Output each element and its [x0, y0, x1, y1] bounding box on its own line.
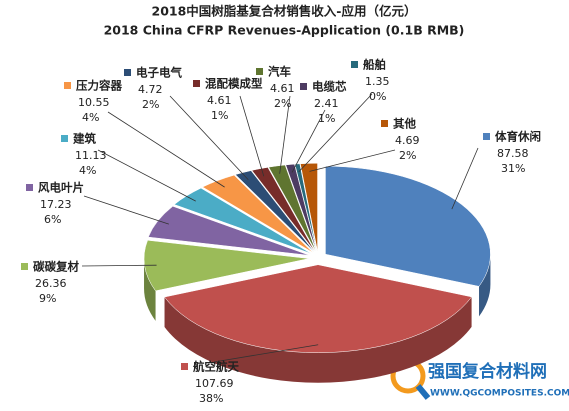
slice-percent: 6%: [44, 213, 61, 226]
watermark: 强国复合材料网 WWW.QGCOMPOSITES.COM: [390, 358, 569, 400]
slice: [147, 205, 310, 256]
leader-line: [309, 149, 396, 172]
slice: [234, 170, 315, 253]
slice: [294, 163, 318, 252]
slice-percent: 1%: [211, 109, 228, 122]
slice-side: [144, 258, 156, 321]
legend-marker: [381, 120, 388, 127]
slice: [173, 187, 312, 254]
slice: [202, 174, 313, 253]
slice-value: 4.69: [395, 134, 420, 147]
slice-name: 电缆芯: [312, 80, 347, 94]
leader-line: [169, 95, 249, 180]
slice-value: 10.55: [78, 96, 110, 109]
slice-value: 4.61: [207, 94, 232, 107]
slice-value: 4.72: [138, 83, 163, 96]
slice-value: 11.13: [75, 149, 107, 162]
watermark-url: WWW.QGCOMPOSITES.COM: [430, 389, 569, 399]
slice-percent: 4%: [79, 164, 96, 177]
slice: [268, 164, 317, 252]
watermark-name: 强国复合材料网: [428, 361, 547, 382]
slice-percent: 31%: [501, 162, 525, 175]
slice-name: 航空航天: [193, 360, 239, 374]
legend-marker: [124, 69, 131, 76]
legend-marker: [193, 80, 200, 87]
chart-subtitle: 2018 China CFRP Revenues-Application (0.…: [104, 23, 465, 38]
slice-percent: 4%: [82, 111, 99, 124]
leader-line: [213, 344, 319, 363]
leader-line: [279, 95, 291, 174]
slice-name: 压力容器: [76, 79, 122, 93]
leader-line: [451, 147, 479, 210]
slice-value: 26.36: [35, 277, 67, 290]
slice-value: 107.69: [195, 377, 234, 390]
pie: [143, 163, 491, 383]
leader-line: [298, 93, 373, 173]
slice-side: [479, 254, 491, 317]
slice-percent: 2%: [399, 149, 416, 162]
slice-value: 2.41: [314, 97, 339, 110]
leader-line: [239, 95, 265, 177]
chart-title: 2018中国树脂基复合材销售收入-应用（亿元）: [152, 4, 417, 19]
leader-line: [107, 111, 225, 188]
legend-marker: [300, 83, 307, 90]
slice-value: 87.58: [497, 147, 529, 160]
legend-marker: [181, 363, 188, 370]
legend-marker: [256, 68, 263, 75]
legend-marker: [61, 135, 68, 142]
legend-marker: [64, 82, 71, 89]
slice-percent: 9%: [39, 292, 56, 305]
legend-marker: [21, 263, 28, 270]
leader-line: [97, 149, 196, 202]
slice-percent: 1%: [318, 112, 335, 125]
slice-name: 体育休闲: [495, 130, 541, 144]
slice: [300, 163, 318, 252]
slice-name: 船舶: [363, 58, 386, 72]
slice-percent: 2%: [142, 98, 159, 111]
leader-line: [291, 109, 326, 173]
slice-name: 风电叶片: [38, 181, 84, 195]
slice: [251, 167, 316, 252]
slice-name: 汽车: [268, 65, 291, 79]
slice: [285, 163, 317, 252]
slice-name: 建筑: [73, 132, 96, 146]
legend-marker: [351, 61, 358, 68]
slice: [325, 165, 491, 287]
slice-name: 其他: [393, 117, 416, 131]
slice-percent: 0%: [369, 90, 386, 103]
legend-marker: [26, 184, 33, 191]
slice-value: 1.35: [365, 75, 390, 88]
slice-side: [164, 296, 472, 383]
slice: [164, 264, 473, 353]
slice-percent: 2%: [274, 97, 291, 110]
slice-name: 电子电气: [136, 66, 182, 80]
slice-name: 混配模成型: [205, 77, 263, 91]
logo-handle: [415, 384, 431, 400]
leader-line: [81, 264, 157, 267]
slice-value: 4.61: [270, 82, 295, 95]
slice-name: 碳碳复材: [33, 260, 79, 274]
leader-line: [83, 195, 169, 225]
legend-marker: [483, 133, 490, 140]
slice: [143, 239, 310, 292]
slice-percent: 38%: [199, 392, 223, 405]
slice-value: 17.23: [40, 198, 72, 211]
